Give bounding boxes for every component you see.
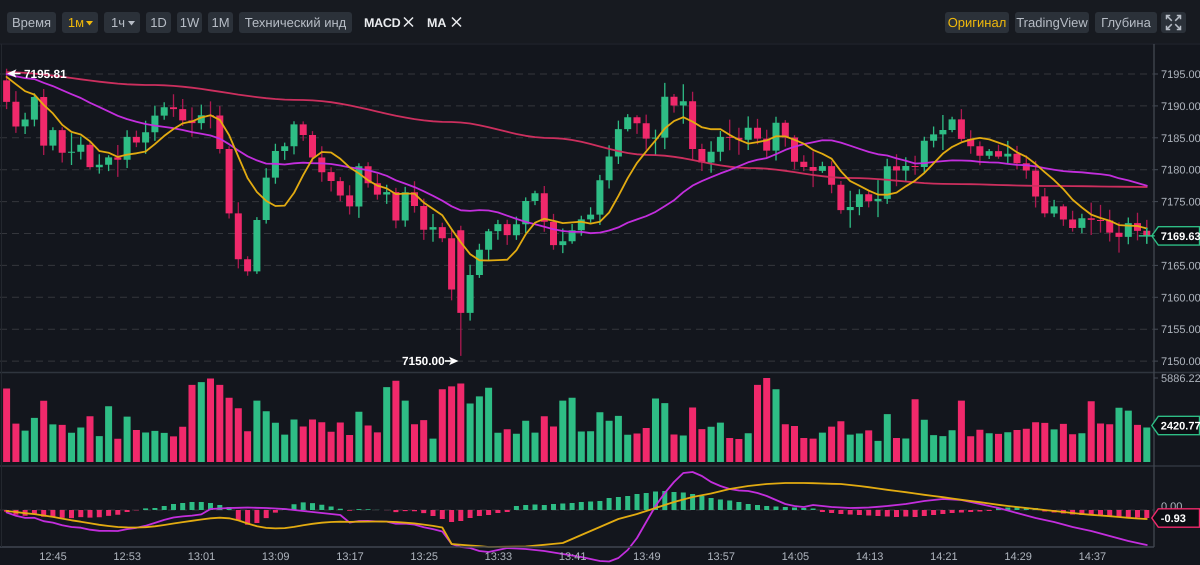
svg-text:13:25: 13:25 <box>410 551 438 563</box>
svg-text:Оригинал: Оригинал <box>948 15 1007 30</box>
svg-text:7150.00: 7150.00 <box>1161 356 1200 368</box>
svg-text:13:57: 13:57 <box>707 551 735 563</box>
svg-text:7195.00: 7195.00 <box>1161 69 1200 81</box>
svg-text:5886.22: 5886.22 <box>1161 373 1200 385</box>
svg-text:1м: 1м <box>68 15 84 30</box>
svg-text:13:41: 13:41 <box>559 551 587 563</box>
svg-text:2420.77: 2420.77 <box>1161 421 1200 433</box>
svg-text:14:05: 14:05 <box>782 551 810 563</box>
svg-text:14:37: 14:37 <box>1079 551 1107 563</box>
svg-text:1ч: 1ч <box>111 15 125 30</box>
svg-text:MACD: MACD <box>364 16 401 30</box>
svg-text:12:53: 12:53 <box>113 551 141 563</box>
svg-text:Время: Время <box>12 15 51 30</box>
svg-text:7160.00: 7160.00 <box>1161 292 1200 304</box>
svg-text:1M: 1M <box>211 15 229 30</box>
svg-text:7165.00: 7165.00 <box>1161 260 1200 272</box>
svg-text:13:09: 13:09 <box>262 551 290 563</box>
svg-text:MA: MA <box>427 16 446 30</box>
svg-text:7175.00: 7175.00 <box>1161 197 1200 209</box>
svg-text:7155.00: 7155.00 <box>1161 324 1200 336</box>
svg-text:7180.00: 7180.00 <box>1161 165 1200 177</box>
svg-text:13:17: 13:17 <box>336 551 364 563</box>
svg-text:7185.00: 7185.00 <box>1161 133 1200 145</box>
svg-text:14:13: 14:13 <box>856 551 884 563</box>
svg-text:1D: 1D <box>150 15 167 30</box>
svg-text:7150.00: 7150.00 <box>402 354 445 368</box>
svg-text:7195.81: 7195.81 <box>24 67 67 81</box>
svg-text:7190.00: 7190.00 <box>1161 101 1200 113</box>
svg-text:1W: 1W <box>180 15 200 30</box>
svg-text:TradingView: TradingView <box>1016 15 1088 30</box>
svg-text:14:21: 14:21 <box>930 551 958 563</box>
svg-text:7169.63: 7169.63 <box>1161 231 1200 243</box>
svg-text:-0.93: -0.93 <box>1161 513 1186 525</box>
svg-text:13:01: 13:01 <box>188 551 216 563</box>
svg-text:14:29: 14:29 <box>1004 551 1032 563</box>
svg-text:Глубина: Глубина <box>1101 15 1151 30</box>
svg-text:12:45: 12:45 <box>39 551 67 563</box>
svg-text:13:33: 13:33 <box>485 551 513 563</box>
svg-text:13:49: 13:49 <box>633 551 661 563</box>
svg-text:Технический инд: Технический инд <box>245 15 347 30</box>
